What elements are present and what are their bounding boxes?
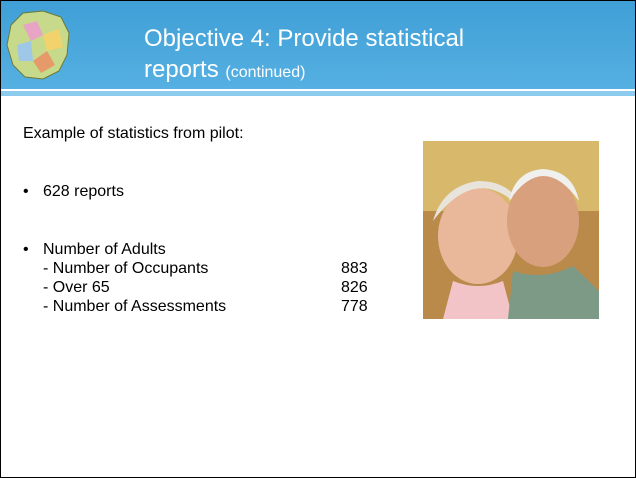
map-icon xyxy=(3,5,75,85)
sub-item-value: 826 xyxy=(341,279,368,297)
sub-item-label: - Over 65 xyxy=(43,279,110,296)
sub-item: - Over 65 826 xyxy=(43,279,383,297)
slide-title: Objective 4: Provide statistical reports… xyxy=(144,23,544,88)
slide: Objective 4: Provide statistical reports… xyxy=(0,0,636,478)
sub-item: - Number of Occupants 883 xyxy=(43,260,383,278)
sub-item-label: - Number of Occupants xyxy=(43,260,208,277)
sub-item-value: 883 xyxy=(341,260,368,278)
sub-item: - Number of Assessments 778 xyxy=(43,298,383,316)
sub-item-value: 778 xyxy=(341,298,368,316)
bullet: •Number of Adults xyxy=(23,241,29,259)
bullet: •628 reports xyxy=(23,183,29,201)
bullet-text: Number of Adults xyxy=(43,241,166,259)
header-stripe xyxy=(1,91,635,96)
photo xyxy=(423,141,599,319)
title-subtitle: (continued) xyxy=(225,64,305,81)
sub-item-label: - Number of Assessments xyxy=(43,298,226,315)
bullet-text: 628 reports xyxy=(43,183,124,201)
intro: Example of statistics from pilot: xyxy=(23,125,244,143)
